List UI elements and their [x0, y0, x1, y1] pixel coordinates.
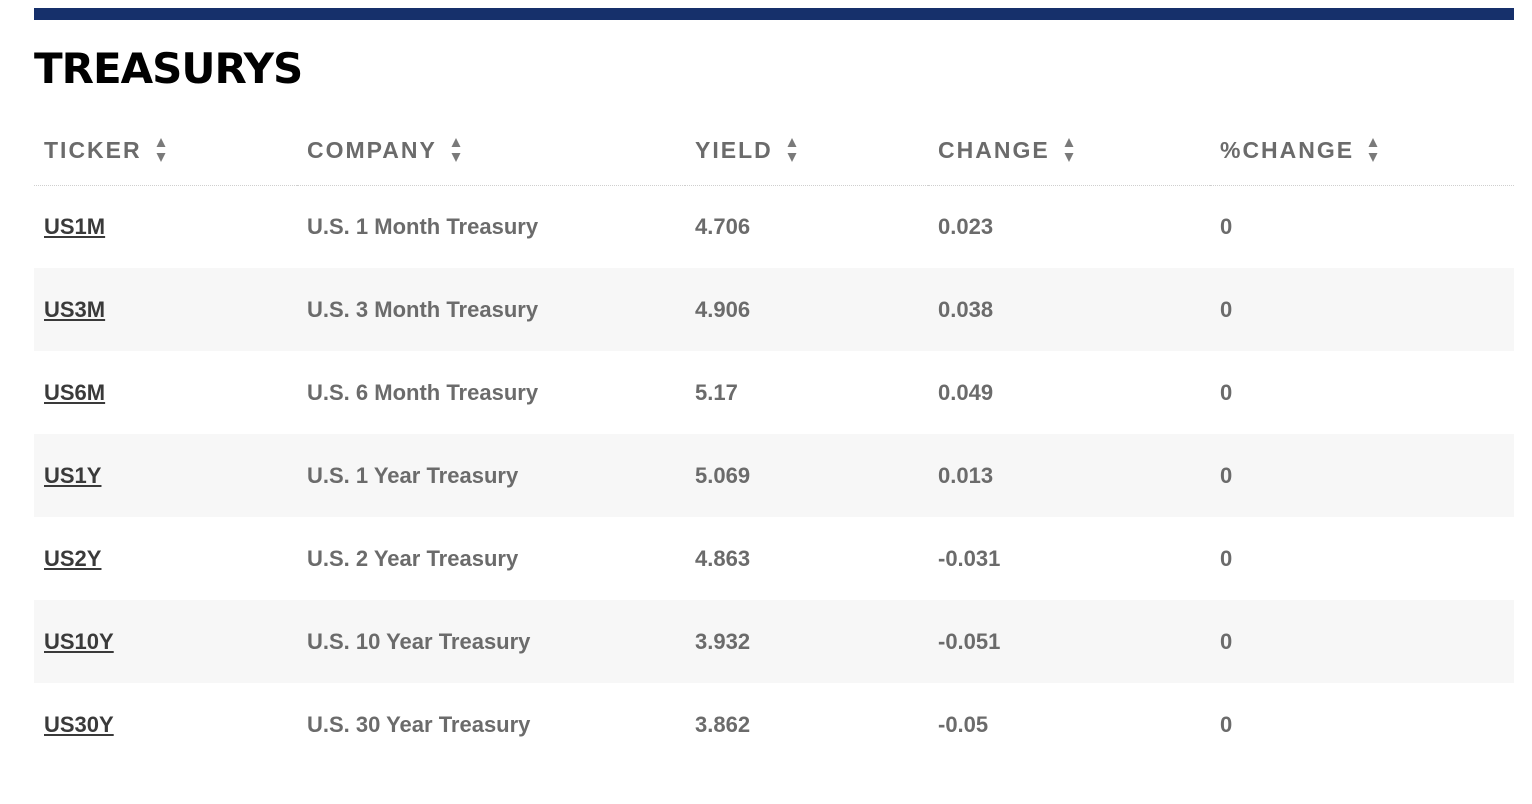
company-cell: U.S. 1 Month Treasury	[307, 213, 539, 239]
ticker-link[interactable]: US10Y	[44, 628, 114, 654]
ticker-cell: US2Y	[34, 517, 297, 600]
pct-change-cell: 0	[1220, 379, 1233, 405]
ticker-cell: US30Y	[34, 683, 297, 766]
table-row: US3M U.S. 3 Month Treasury 4.906 0.038 0	[34, 268, 1514, 351]
table-row: US1Y U.S. 1 Year Treasury 5.069 0.013 0	[34, 434, 1514, 517]
change-cell: 0.023	[938, 213, 994, 239]
yield-cell: 5.069	[695, 462, 751, 488]
pct-change-cell: 0	[1220, 213, 1233, 239]
table-row: US2Y U.S. 2 Year Treasury 4.863 -0.031 0	[34, 517, 1514, 600]
company-cell: U.S. 1 Year Treasury	[307, 462, 519, 488]
ticker-cell: US3M	[34, 268, 297, 351]
sort-arrows-icon[interactable]	[787, 137, 797, 163]
ticker-link[interactable]: US1Y	[44, 462, 102, 488]
table-row: US6M U.S. 6 Month Treasury 5.17 0.049 0	[34, 351, 1514, 434]
company-cell: U.S. 6 Month Treasury	[307, 379, 539, 405]
table-row: US30Y U.S. 30 Year Treasury 3.862 -0.05 …	[34, 683, 1514, 766]
ticker-cell: US6M	[34, 351, 297, 434]
table-header-row: TICKER COMPANY YIELD CHANGE %CHANGE	[34, 118, 1514, 185]
column-header-label: TICKER	[44, 137, 142, 164]
yield-cell: 5.17	[695, 379, 738, 405]
column-header-label: %CHANGE	[1220, 137, 1355, 164]
yield-cell: 3.862	[695, 711, 751, 737]
column-header-label: CHANGE	[938, 137, 1050, 164]
ticker-link[interactable]: US30Y	[44, 711, 114, 737]
column-header-label: COMPANY	[307, 137, 437, 164]
ticker-link[interactable]: US3M	[44, 296, 106, 322]
column-header-pct-change[interactable]: %CHANGE	[1210, 118, 1514, 185]
pct-change-cell: 0	[1220, 296, 1233, 322]
yield-cell: 4.706	[695, 213, 751, 239]
column-header-yield[interactable]: YIELD	[685, 118, 928, 185]
change-cell: -0.05	[938, 711, 989, 737]
ticker-link[interactable]: US1M	[44, 213, 106, 239]
sort-arrows-icon[interactable]	[156, 137, 166, 163]
ticker-link[interactable]: US6M	[44, 379, 106, 405]
pct-change-cell: 0	[1220, 628, 1233, 654]
column-header-ticker[interactable]: TICKER	[34, 118, 297, 185]
change-cell: 0.038	[938, 296, 994, 322]
column-header-label: YIELD	[695, 137, 773, 164]
pct-change-cell: 0	[1220, 711, 1233, 737]
change-cell: -0.031	[938, 545, 1001, 571]
ticker-cell: US10Y	[34, 600, 297, 683]
treasury-table: TICKER COMPANY YIELD CHANGE %CHANGE US1M…	[34, 118, 1514, 766]
company-cell: U.S. 10 Year Treasury	[307, 628, 531, 654]
ticker-cell: US1Y	[34, 434, 297, 517]
company-cell: U.S. 30 Year Treasury	[307, 711, 531, 737]
pct-change-cell: 0	[1220, 545, 1233, 571]
yield-cell: 4.863	[695, 545, 751, 571]
table-row: US10Y U.S. 10 Year Treasury 3.932 -0.051…	[34, 600, 1514, 683]
column-header-company[interactable]: COMPANY	[297, 118, 685, 185]
column-header-change[interactable]: CHANGE	[928, 118, 1210, 185]
sort-arrows-icon[interactable]	[451, 137, 461, 163]
pct-change-cell: 0	[1220, 462, 1233, 488]
change-cell: 0.049	[938, 379, 994, 405]
sort-arrows-icon[interactable]	[1064, 137, 1074, 163]
yield-cell: 4.906	[695, 296, 751, 322]
table-row: US1M U.S. 1 Month Treasury 4.706 0.023 0	[34, 185, 1514, 268]
change-cell: 0.013	[938, 462, 994, 488]
ticker-link[interactable]: US2Y	[44, 545, 102, 571]
sort-arrows-icon[interactable]	[1368, 137, 1378, 163]
yield-cell: 3.932	[695, 628, 751, 654]
company-cell: U.S. 3 Month Treasury	[307, 296, 539, 322]
top-accent-bar	[34, 8, 1514, 20]
change-cell: -0.051	[938, 628, 1001, 654]
ticker-cell: US1M	[34, 185, 297, 268]
company-cell: U.S. 2 Year Treasury	[307, 545, 519, 571]
page-title: TREASURYS	[34, 44, 303, 93]
